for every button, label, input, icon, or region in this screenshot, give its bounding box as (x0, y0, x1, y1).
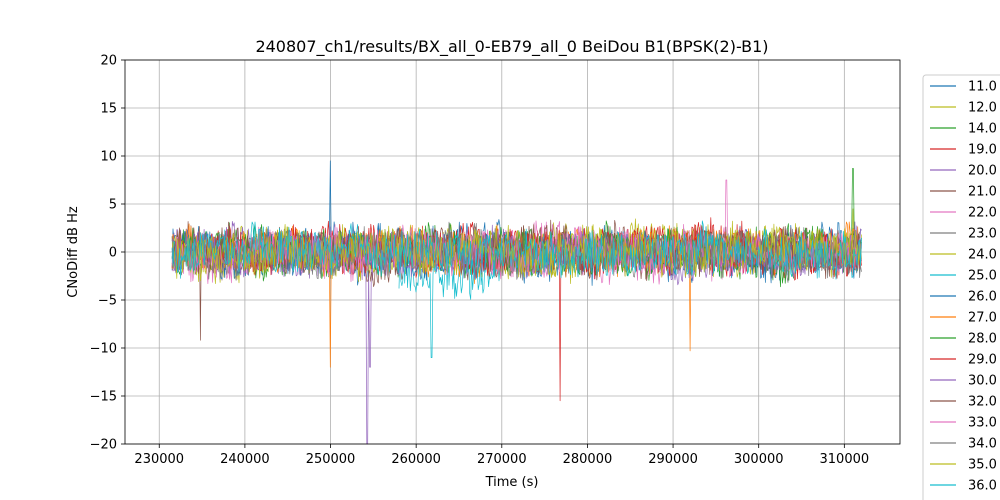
y-tick-label: 20 (100, 54, 117, 69)
x-tick-label: 270000 (477, 452, 527, 467)
series-line-35.0 (171, 224, 862, 284)
x-tick-label: 310000 (820, 452, 870, 467)
y-tick-label: 0 (109, 246, 117, 261)
x-tick-label: 250000 (306, 452, 356, 467)
series-line-36.0 (171, 220, 862, 280)
legend: 11.0 12.0 14.0 19.0 20.0 21.0 22.0 23.0 24.0 25.0… (922, 74, 1000, 500)
legend-label: 29.0 (968, 353, 997, 368)
legend-label: 14.0 (968, 122, 997, 137)
legend-label: 28.0 (968, 332, 997, 347)
legend-label: 36.0 (968, 479, 997, 494)
series-layer (171, 160, 862, 445)
legend-label: 34.0 (968, 437, 997, 452)
legend-label: 22.0 (968, 206, 997, 221)
x-axis-label: Time (s) (485, 475, 539, 490)
y-axis-label: CNoDiff dB Hz (66, 206, 81, 298)
legend-label: 24.0 (968, 248, 997, 263)
x-tick-label: 280000 (563, 452, 613, 467)
legend-label: 20.0 (968, 164, 997, 179)
legend-label: 33.0 (968, 416, 997, 431)
y-tick-label: −15 (90, 390, 117, 405)
x-tick-label: 290000 (648, 452, 698, 467)
legend-label: 23.0 (968, 227, 997, 242)
y-tick-label: −20 (90, 438, 117, 453)
x-tick-label: 260000 (391, 452, 441, 467)
legend-label: 26.0 (968, 290, 997, 305)
chart-title: 240807_ch1/results/BX_all_0-EB79_all_0 B… (255, 37, 768, 57)
y-tick-label: −10 (90, 342, 117, 357)
legend-label: 32.0 (968, 395, 997, 410)
legend-label: 21.0 (968, 185, 997, 200)
legend-label: 30.0 (968, 374, 997, 389)
x-tick-label: 300000 (734, 452, 784, 467)
y-tick-label: −5 (98, 294, 117, 309)
y-tick-label: 10 (100, 150, 117, 165)
x-tick-label: 240000 (220, 452, 270, 467)
y-tick-label: 15 (100, 102, 117, 117)
legend-label: 11.0 (968, 80, 997, 95)
legend-label: 19.0 (968, 143, 997, 158)
y-tick-label: 5 (109, 198, 117, 213)
legend-label: 25.0 (968, 269, 997, 284)
legend-label: 35.0 (968, 458, 997, 473)
legend-label: 27.0 (968, 311, 997, 326)
x-tick-label: 230000 (134, 452, 184, 467)
ticks: 230000 240000 250000 260000 270000 280000 2900… (90, 54, 870, 468)
legend-frame (922, 74, 1000, 500)
legend-label: 12.0 (968, 101, 997, 116)
